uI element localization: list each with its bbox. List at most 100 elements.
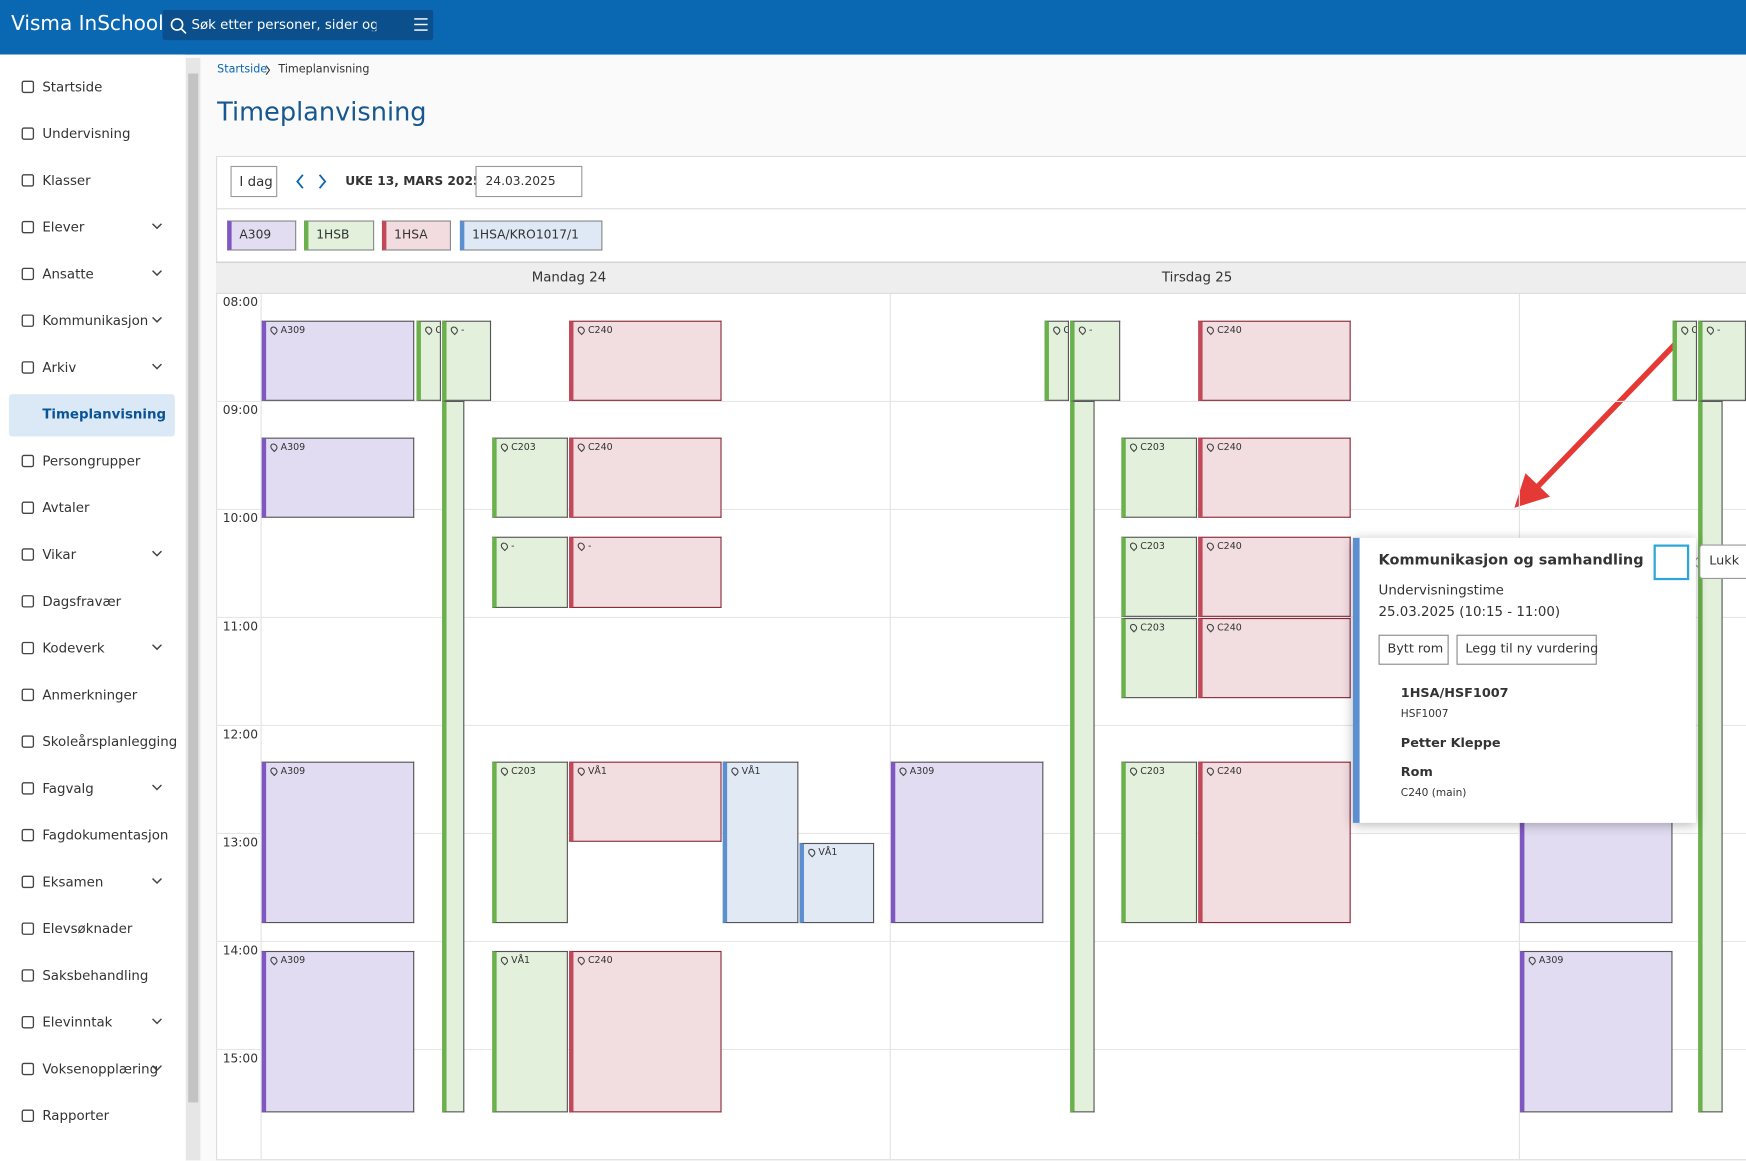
pin-icon bbox=[499, 441, 510, 453]
popup-button[interactable] bbox=[1378, 634, 1449, 665]
pin-icon bbox=[1527, 955, 1538, 966]
filter-chip[interactable] bbox=[459, 220, 603, 251]
pin-icon bbox=[1205, 622, 1216, 633]
sidebar-item[interactable]: Vikar bbox=[42, 546, 77, 563]
sidebar-item[interactable]: Dagsfravær bbox=[42, 593, 122, 610]
sidebar-item[interactable]: Timeplanvisning bbox=[42, 406, 167, 423]
calendar-event[interactable]: C240 bbox=[1198, 536, 1351, 617]
sidebar-item[interactable]: Kodeverk bbox=[42, 640, 105, 656]
calendar-event[interactable]: VÅ1 bbox=[722, 761, 799, 924]
filter-chip[interactable] bbox=[227, 220, 297, 251]
calendar-event[interactable]: A309 bbox=[1519, 950, 1673, 1113]
date-input[interactable] bbox=[475, 165, 583, 198]
event-room: - bbox=[511, 541, 515, 553]
pin-icon bbox=[806, 847, 817, 858]
breadcrumb-current: Timeplanvisning bbox=[278, 63, 370, 76]
popup-button-label: Bytt rom bbox=[1387, 640, 1444, 656]
calendar-event[interactable]: C240 bbox=[1198, 437, 1351, 518]
calendar-event[interactable] bbox=[1698, 400, 1723, 1113]
calendar-event[interactable]: C203 bbox=[1121, 437, 1198, 518]
event-room: C240 bbox=[1217, 622, 1242, 634]
calendar-event[interactable] bbox=[442, 400, 465, 1113]
sidebar-item[interactable]: Avtaler bbox=[42, 499, 90, 516]
calendar-event[interactable]: A309 bbox=[261, 437, 415, 518]
event-room: C240 bbox=[587, 955, 613, 967]
close-button[interactable] bbox=[1653, 544, 1690, 581]
calendar-event[interactable] bbox=[1070, 400, 1095, 1113]
calendar-event[interactable]: A309 bbox=[890, 761, 1044, 924]
sidebar-item[interactable]: Fagvalg bbox=[42, 780, 94, 797]
pin-icon bbox=[499, 955, 510, 966]
sidebar-item[interactable]: Ansatte bbox=[42, 266, 94, 282]
breadcrumb-link[interactable]: Startside bbox=[217, 63, 268, 76]
popup-title: Kommunikasjon og samhandling bbox=[1378, 552, 1644, 570]
sidebar-item[interactable]: Undervisning bbox=[42, 125, 131, 142]
calendar-event[interactable]: VÅ1 bbox=[492, 950, 568, 1113]
calendar-event[interactable]: C203 bbox=[1121, 761, 1198, 924]
event-room: A309 bbox=[280, 955, 306, 967]
pin-icon bbox=[268, 765, 280, 777]
event-room: VÅ1 bbox=[741, 766, 761, 778]
event-room: C240 bbox=[1217, 766, 1242, 778]
calendar-event[interactable]: C240 bbox=[1198, 618, 1351, 699]
calendar-event[interactable]: A309 bbox=[261, 761, 415, 924]
calendar-event[interactable]: - bbox=[1070, 320, 1121, 401]
event-room: VÅ1 bbox=[818, 847, 838, 859]
calendar-event[interactable]: C bbox=[416, 320, 441, 401]
calendar-event[interactable]: C240 bbox=[569, 950, 722, 1113]
calendar-event[interactable]: C240 bbox=[569, 437, 722, 518]
sidebar-item[interactable]: Klasser bbox=[42, 172, 91, 189]
calendar-event[interactable]: A309 bbox=[261, 950, 415, 1113]
sidebar-item[interactable]: Persongrupper bbox=[42, 453, 141, 469]
calendar-event[interactable]: - bbox=[442, 320, 492, 401]
sidebar-item[interactable]: Rapporter bbox=[42, 1107, 110, 1124]
sidebar-item[interactable]: Kommunikasjon bbox=[42, 312, 149, 329]
pin-icon bbox=[1205, 541, 1216, 552]
calendar-event[interactable]: C bbox=[1044, 320, 1069, 401]
calendar-event[interactable]: C240 bbox=[569, 320, 722, 401]
pin-icon bbox=[1205, 325, 1216, 336]
calendar-event[interactable]: C240 bbox=[1198, 761, 1351, 924]
calendar-event[interactable]: C203 bbox=[492, 437, 568, 518]
date-value: 24.03.2025 bbox=[485, 173, 556, 189]
calendar-event[interactable]: C bbox=[1672, 320, 1698, 401]
calendar-event[interactable]: - bbox=[492, 536, 568, 608]
pin-icon bbox=[576, 325, 587, 336]
filter-chip[interactable] bbox=[303, 220, 375, 251]
calendar-event[interactable]: - bbox=[1698, 320, 1746, 401]
sidebar-item[interactable]: Fagdokumentasjon bbox=[42, 827, 169, 843]
calendar-event[interactable]: - bbox=[569, 536, 722, 608]
hour-line bbox=[216, 940, 1746, 943]
scrollbar-thumb[interactable] bbox=[188, 73, 199, 1103]
sidebar-item[interactable]: Startside bbox=[42, 79, 103, 95]
calendar-event[interactable]: C240 bbox=[1198, 320, 1351, 401]
arrow-line bbox=[1531, 329, 1690, 493]
calendar-event[interactable]: A309 bbox=[261, 320, 415, 401]
sidebar-item[interactable]: Arkiv bbox=[42, 359, 77, 376]
event-room: C240 bbox=[1217, 442, 1242, 454]
today-button[interactable] bbox=[230, 165, 278, 198]
calendar-event[interactable]: VÅ1 bbox=[569, 761, 722, 842]
filter-chip[interactable] bbox=[381, 220, 451, 251]
sidebar-item[interactable]: Elevsøknader bbox=[42, 920, 133, 937]
pin-icon bbox=[268, 441, 280, 453]
sidebar-item[interactable]: Elever bbox=[42, 219, 85, 235]
sidebar-item[interactable]: Skoleårsplanlegging bbox=[42, 733, 178, 750]
sidebar-item[interactable]: Voksenopplæring bbox=[42, 1061, 159, 1077]
sidebar-item[interactable]: Elevinntak bbox=[42, 1014, 113, 1031]
popup-time: 25.03.2025 (10:15 - 11:00) bbox=[1378, 603, 1561, 620]
calendar-event[interactable]: C203 bbox=[492, 761, 568, 924]
calendar-event[interactable]: VÅ1 bbox=[799, 842, 875, 924]
event-room: - bbox=[587, 541, 592, 553]
popup-button[interactable] bbox=[1456, 634, 1597, 665]
event-room: - bbox=[1089, 325, 1093, 337]
event-room: A309 bbox=[280, 442, 306, 454]
search-box[interactable] bbox=[162, 10, 434, 41]
sidebar-item[interactable]: Saksbehandling bbox=[42, 967, 149, 984]
calendar-event[interactable]: C203 bbox=[1121, 618, 1198, 699]
pin-icon bbox=[1205, 765, 1216, 777]
sidebar-item[interactable]: Eksamen bbox=[42, 874, 104, 890]
group-code: HSF1007 bbox=[1400, 708, 1449, 721]
calendar-event[interactable]: C203 bbox=[1121, 536, 1198, 617]
sidebar-item[interactable]: Anmerkninger bbox=[42, 687, 138, 703]
